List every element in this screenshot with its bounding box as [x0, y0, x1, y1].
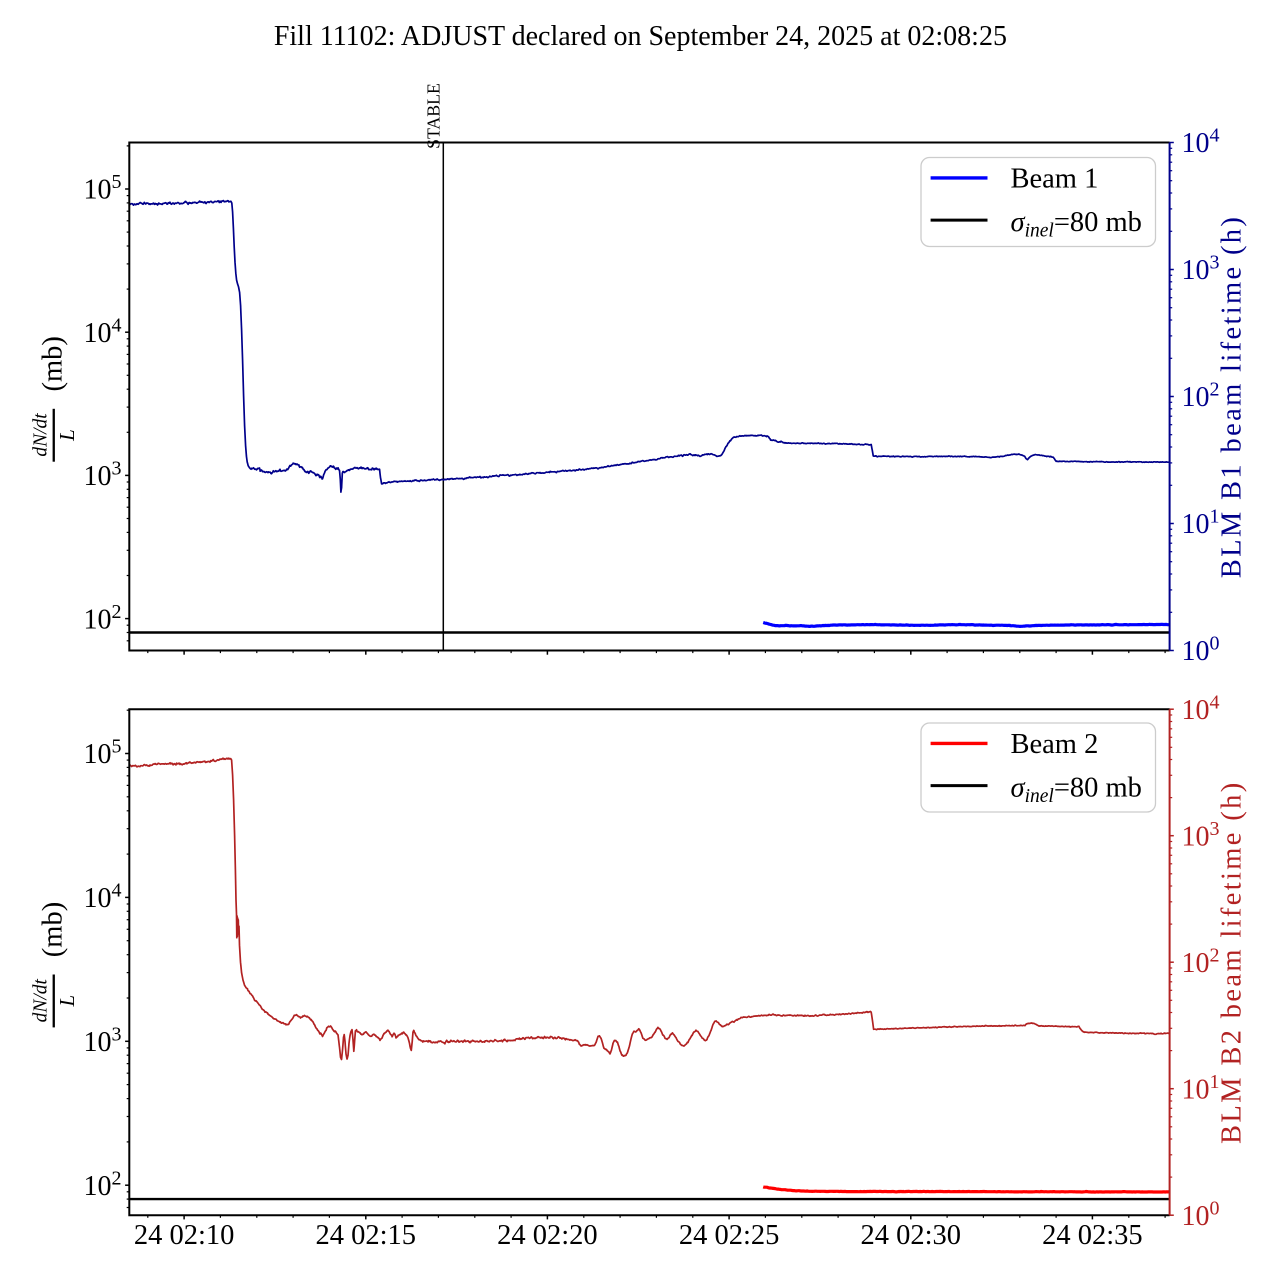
- svg-text:24 02:35: 24 02:35: [1042, 1220, 1143, 1251]
- svg-text:STABLE: STABLE: [423, 83, 443, 149]
- svg-text:24 02:20: 24 02:20: [497, 1220, 598, 1251]
- svg-text:L: L: [55, 995, 79, 1008]
- svg-text:104: 104: [84, 314, 122, 349]
- svg-text:105: 105: [84, 171, 122, 206]
- svg-text:dN/dt: dN/dt: [30, 978, 51, 1022]
- svg-text:dN/dt: dN/dt: [30, 413, 51, 457]
- svg-text:(mb): (mb): [37, 902, 68, 957]
- svg-text:104: 104: [84, 880, 122, 915]
- svg-text:24 02:10: 24 02:10: [134, 1220, 235, 1251]
- svg-text:BLM B1 beam lifetime (h): BLM B1 beam lifetime (h): [1217, 215, 1248, 579]
- svg-text:102: 102: [84, 601, 122, 636]
- svg-text:(mb): (mb): [37, 336, 68, 391]
- svg-text:BLM B2 beam lifetime (h): BLM B2 beam lifetime (h): [1217, 780, 1248, 1143]
- svg-text:24 02:15: 24 02:15: [316, 1220, 417, 1251]
- svg-text:Fill 11102: ADJUST declared on: Fill 11102: ADJUST declared on September…: [274, 21, 1007, 52]
- svg-text:Beam 2: Beam 2: [1011, 729, 1099, 760]
- svg-text:σinel=80 mb: σinel=80 mb: [1011, 772, 1142, 807]
- svg-text:σinel=80 mb: σinel=80 mb: [1011, 207, 1142, 242]
- svg-text:24 02:25: 24 02:25: [679, 1220, 780, 1251]
- svg-text:24 02:30: 24 02:30: [861, 1220, 962, 1251]
- svg-text:Beam 1: Beam 1: [1011, 164, 1099, 195]
- svg-text:L: L: [55, 429, 79, 442]
